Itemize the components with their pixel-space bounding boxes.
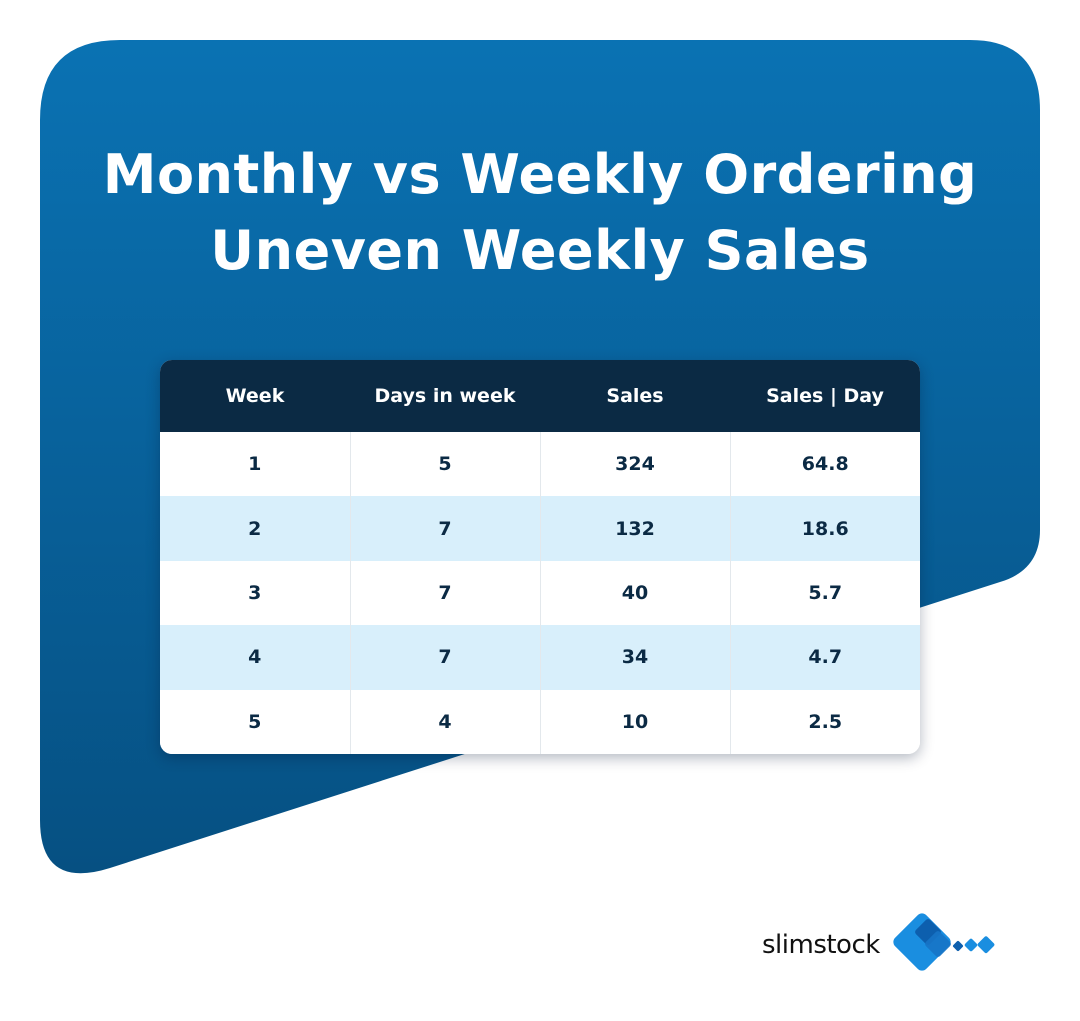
table-row: 4 7 34 4.7 bbox=[160, 625, 920, 690]
slimstock-diamond-logo-icon bbox=[893, 913, 995, 971]
cell-sales-per-day: 64.8 bbox=[729, 432, 920, 497]
cell-sales-per-day: 4.7 bbox=[729, 625, 920, 690]
cell-week: 4 bbox=[160, 625, 350, 690]
page-title-line-1: Monthly vs Weekly Ordering bbox=[102, 143, 978, 206]
cell-days-in-week: 4 bbox=[349, 689, 540, 754]
logo-wordmark: slimstock bbox=[762, 930, 880, 960]
cell-sales: 34 bbox=[539, 625, 730, 690]
table-row: 2 7 132 18.6 bbox=[160, 496, 920, 561]
cell-week: 1 bbox=[160, 432, 350, 497]
table-header-row: Week Days in week Sales Sales | Day bbox=[160, 360, 920, 432]
column-header-week: Week bbox=[160, 360, 350, 432]
sales-table-card: Week Days in week Sales Sales | Day 1 5 … bbox=[160, 360, 920, 754]
column-header-sales: Sales bbox=[540, 360, 730, 432]
cell-sales: 132 bbox=[539, 496, 730, 561]
table-row: 1 5 324 64.8 bbox=[160, 432, 920, 497]
cell-days-in-week: 5 bbox=[349, 432, 540, 497]
cell-sales-per-day: 5.7 bbox=[729, 560, 920, 626]
column-header-sales-per-day: Sales | Day bbox=[730, 360, 920, 432]
column-header-days-in-week: Days in week bbox=[350, 360, 540, 432]
cell-sales: 10 bbox=[539, 689, 730, 754]
cell-sales: 40 bbox=[539, 560, 730, 626]
cell-days-in-week: 7 bbox=[349, 560, 540, 626]
cell-sales: 324 bbox=[539, 432, 730, 497]
page-title-line-2: Uneven Weekly Sales bbox=[210, 219, 870, 282]
cell-days-in-week: 7 bbox=[349, 625, 540, 690]
table-row: 5 4 10 2.5 bbox=[160, 689, 920, 754]
cell-sales-per-day: 2.5 bbox=[729, 689, 920, 754]
cell-days-in-week: 7 bbox=[349, 496, 540, 561]
table-row: 3 7 40 5.7 bbox=[160, 560, 920, 626]
cell-week: 5 bbox=[160, 689, 350, 754]
sales-table: Week Days in week Sales Sales | Day 1 5 … bbox=[160, 360, 920, 754]
slimstock-logo: slimstock bbox=[762, 912, 1012, 984]
cell-week: 3 bbox=[160, 560, 350, 626]
cell-sales-per-day: 18.6 bbox=[729, 496, 920, 561]
cell-week: 2 bbox=[160, 496, 350, 561]
